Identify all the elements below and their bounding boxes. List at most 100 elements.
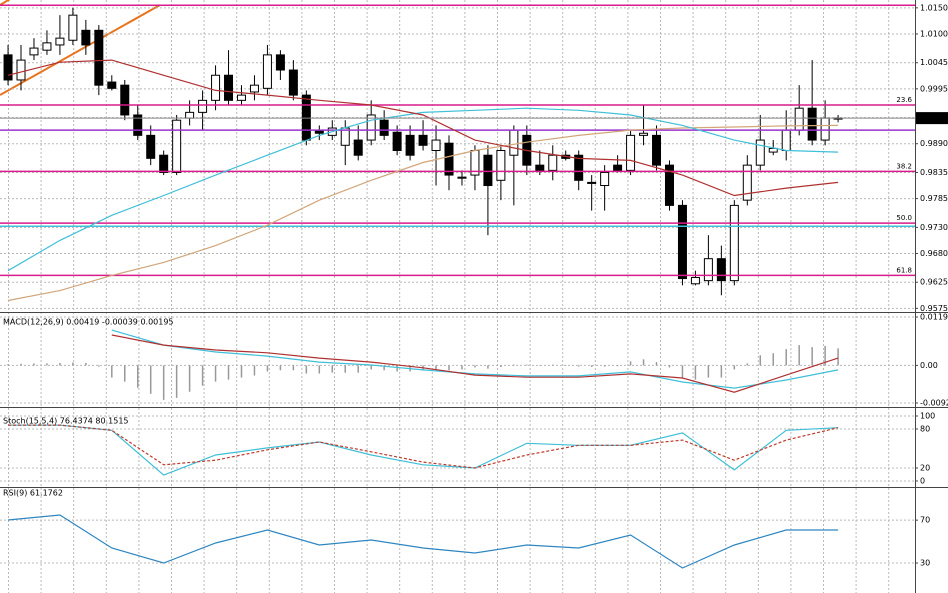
- panel-title: Stoch(15,5,4) 76.4374 80.1515: [3, 417, 129, 426]
- histogram-bar: [59, 362, 61, 366]
- candle-body: [288, 69, 298, 96]
- candle-body: [81, 29, 91, 46]
- histogram-bar: [253, 365, 256, 376]
- histogram-bar: [201, 365, 204, 386]
- candle-body: [652, 134, 662, 166]
- y-tick-label: 80: [920, 425, 930, 434]
- indicator-line: [7, 514, 839, 569]
- histogram-bar: [318, 365, 321, 374]
- histogram-bar: [111, 365, 113, 378]
- histogram-bar: [448, 365, 450, 371]
- histogram-bar: [461, 365, 463, 370]
- histogram-bar: [577, 365, 580, 367]
- y-tick-label: 20: [920, 464, 930, 473]
- candle-body: [600, 171, 610, 187]
- histogram-bar: [837, 348, 839, 366]
- candle-body: [249, 84, 259, 93]
- candle-body: [574, 154, 584, 181]
- last-price-label: 0.9939: [919, 114, 947, 123]
- histogram-bar: [526, 364, 528, 366]
- histogram-bar: [694, 365, 697, 380]
- histogram-bar: [500, 365, 502, 368]
- candle-body: [496, 150, 506, 181]
- candle-body: [379, 119, 389, 136]
- candle-body: [794, 107, 804, 131]
- histogram-bar: [746, 363, 749, 366]
- candle-body: [587, 181, 597, 184]
- histogram-bar: [707, 365, 710, 378]
- histogram-bar: [344, 365, 346, 373]
- candle-body: [418, 134, 428, 146]
- candle-body: [729, 204, 739, 282]
- y-tick-label: 1.0045: [920, 58, 948, 67]
- histogram-bar: [214, 365, 217, 382]
- histogram-bar: [33, 363, 35, 366]
- y-tick-label: 0: [920, 477, 925, 486]
- candle-body: [677, 204, 687, 280]
- candle-body: [68, 14, 78, 41]
- histogram-bar: [590, 365, 593, 368]
- y-tick-label: 0.9730: [920, 223, 948, 232]
- candle-body: [690, 277, 700, 285]
- histogram-bar: [552, 364, 554, 366]
- candle-body: [639, 132, 649, 136]
- fib-label: 23.6: [896, 96, 912, 104]
- panel-title: RSI(9) 61.1762: [3, 489, 63, 498]
- y-tick-label: 0.9575: [920, 304, 948, 313]
- candle-body: [211, 74, 221, 101]
- candle-body: [483, 154, 493, 187]
- fib-label: 50.0: [896, 214, 912, 222]
- candle-body: [535, 164, 545, 171]
- histogram-bar: [357, 365, 359, 373]
- histogram-bar: [383, 365, 385, 371]
- histogram-bar: [266, 365, 269, 372]
- candle-body: [613, 164, 623, 171]
- histogram-bar: [720, 365, 723, 378]
- candle-body: [405, 134, 415, 156]
- candle-body: [431, 139, 441, 152]
- candle-body: [198, 99, 208, 113]
- histogram-bar: [279, 365, 282, 371]
- last-price-box: [916, 112, 948, 125]
- y-tick-label: 0.01193: [920, 313, 948, 322]
- candle-body: [3, 54, 13, 81]
- candle-body: [301, 94, 311, 141]
- histogram-bar: [824, 345, 826, 366]
- histogram-bar: [539, 364, 541, 366]
- candle-body: [224, 74, 234, 101]
- y-tick-label: -0.00927: [920, 399, 948, 408]
- y-tick-label: 0.9785: [920, 194, 948, 203]
- histogram-bar: [681, 365, 684, 378]
- histogram-bar: [668, 365, 671, 368]
- candle-body: [353, 139, 363, 156]
- histogram-bar: [124, 365, 126, 382]
- histogram-bar: [85, 362, 87, 366]
- histogram-bar: [292, 365, 295, 371]
- histogram-bar: [20, 363, 22, 366]
- y-tick-label: 0.9625: [920, 278, 948, 287]
- candle-body: [626, 134, 636, 171]
- candle-body: [236, 94, 246, 101]
- candle-body: [262, 54, 272, 89]
- candle-body: [185, 111, 195, 119]
- y-tick-label: 100: [920, 412, 935, 421]
- indicator-line: [8, 424, 839, 476]
- histogram-bar: [227, 365, 230, 380]
- histogram-bar: [188, 365, 191, 392]
- y-tick-label: 70: [920, 516, 930, 525]
- histogram-bar: [759, 355, 762, 366]
- indicator-line: [7, 124, 839, 302]
- histogram-bar: [629, 361, 632, 366]
- histogram-bar: [240, 365, 243, 378]
- histogram-bar: [162, 365, 165, 400]
- candle-body: [457, 176, 467, 179]
- candle-body: [392, 131, 402, 152]
- histogram-bar: [7, 364, 9, 366]
- histogram-bar: [655, 362, 658, 366]
- y-tick-label: 0.9890: [920, 139, 948, 148]
- histogram-bar: [798, 345, 800, 366]
- histogram-bar: [98, 365, 100, 367]
- histogram-bar: [136, 365, 139, 388]
- y-tick-label: 0.9995: [920, 84, 948, 93]
